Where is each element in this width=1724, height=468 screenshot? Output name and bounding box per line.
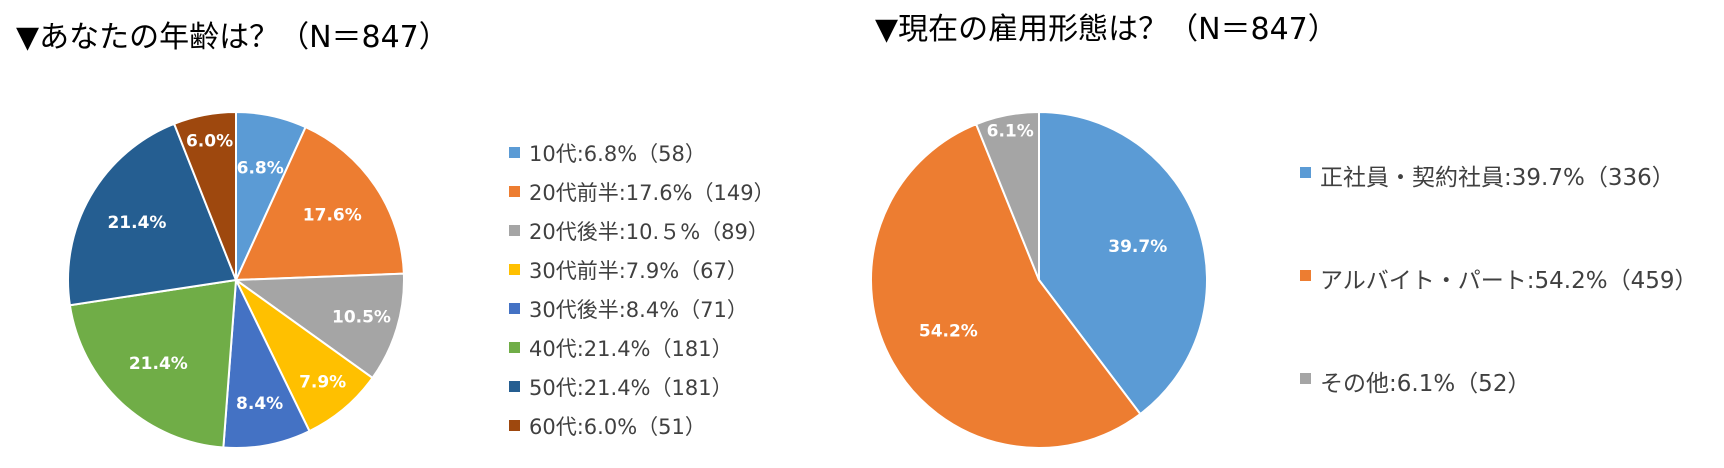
age-slice-5: [68, 278, 238, 449]
age-legend-swatch-0: [509, 147, 520, 158]
age-legend-item-7: 60代:6.0%（51）: [509, 406, 775, 445]
age-legend-label-5: 40代:21.4%（181）: [529, 336, 733, 361]
age-legend-label-1: 20代前半:17.6%（149）: [529, 180, 775, 205]
age-slice-6: [67, 122, 238, 307]
employment-legend-swatch-1: [1300, 270, 1311, 281]
age-legend-item-3: 30代前半:7.9%（67）: [509, 250, 775, 289]
age-slice-2: [233, 272, 405, 380]
employment-legend-item-1: アルバイト・パート:54.2%（459）: [1300, 261, 1697, 364]
age-legend-item-4: 30代後半:8.4%（71）: [509, 289, 775, 328]
age-legend-swatch-4: [509, 303, 520, 314]
employment-legend-item-2: その他:6.1%（52）: [1300, 364, 1697, 467]
age-data-label-3: 7.9%: [299, 373, 346, 393]
employment-legend-swatch-2: [1300, 373, 1311, 384]
age-data-label-1: 17.6%: [303, 205, 362, 225]
age-data-label-5: 21.4%: [129, 354, 188, 374]
age-legend-item-6: 50代:21.4%（181）: [509, 367, 775, 406]
age-legend-item-0: 10代:6.8%（58）: [509, 133, 775, 172]
chart-title-employment: ▼現在の雇用形態は？（N＝847）: [875, 12, 1338, 47]
age-slice-4: [222, 276, 311, 449]
employment-slice-1: [870, 122, 1142, 449]
age-data-label-2: 10.5%: [332, 308, 391, 328]
employment-legend-swatch-0: [1300, 167, 1311, 178]
employment-data-label-1: 54.2%: [919, 321, 978, 341]
age-slice-7: [172, 110, 237, 281]
age-legend-swatch-3: [509, 264, 520, 275]
age-legend-swatch-2: [509, 225, 520, 236]
employment-legend-label-2: その他:6.1%（52）: [1320, 371, 1531, 397]
employment-slice-0: [1038, 110, 1208, 416]
age-legend-label-6: 50代:21.4%（181）: [529, 375, 733, 400]
employment-slice-2: [974, 110, 1040, 281]
age-data-label-6: 21.4%: [107, 213, 166, 233]
employment-legend-label-1: アルバイト・パート:54.2%（459）: [1320, 268, 1698, 294]
employment-data-label-0: 39.7%: [1108, 237, 1167, 257]
legend-employment: 正社員・契約社員:39.7%（336） アルバイト・パート:54.2%（459） そ…: [1300, 158, 1697, 467]
age-legend-label-0: 10代:6.8%（58）: [529, 141, 706, 166]
legend-age: 10代:6.8%（58） 20代前半:17.6%（149） 20代後半:10.５%（…: [509, 133, 775, 445]
age-legend-item-1: 20代前半:17.6%（149）: [509, 172, 775, 211]
employment-legend-label-0: 正社員・契約社員:39.7%（336）: [1320, 165, 1675, 191]
age-legend-item-5: 40代:21.4%（181）: [509, 328, 775, 367]
age-data-label-4: 8.4%: [236, 394, 283, 414]
age-legend-swatch-5: [509, 342, 520, 353]
age-legend-swatch-1: [509, 186, 520, 197]
age-legend-label-4: 30代後半:8.4%（71）: [529, 297, 748, 322]
chart-title-age: ▼あなたの年齢は？（N＝847）: [16, 20, 449, 55]
age-legend-label-2: 20代後半:10.５%（89）: [529, 219, 769, 244]
age-data-label-0: 6.8%: [237, 158, 284, 178]
age-legend-swatch-7: [509, 420, 520, 431]
age-slice-1: [234, 125, 405, 282]
employment-legend-item-0: 正社員・契約社員:39.7%（336）: [1300, 158, 1697, 261]
age-data-label-7: 6.0%: [186, 131, 233, 151]
age-legend-swatch-6: [509, 381, 520, 392]
age-legend-label-3: 30代前半:7.9%（67）: [529, 258, 748, 283]
age-legend-label-7: 60代:6.0%（51）: [529, 414, 706, 439]
age-legend-item-2: 20代後半:10.５%（89）: [509, 211, 775, 250]
employment-data-label-2: 6.1%: [987, 122, 1034, 142]
